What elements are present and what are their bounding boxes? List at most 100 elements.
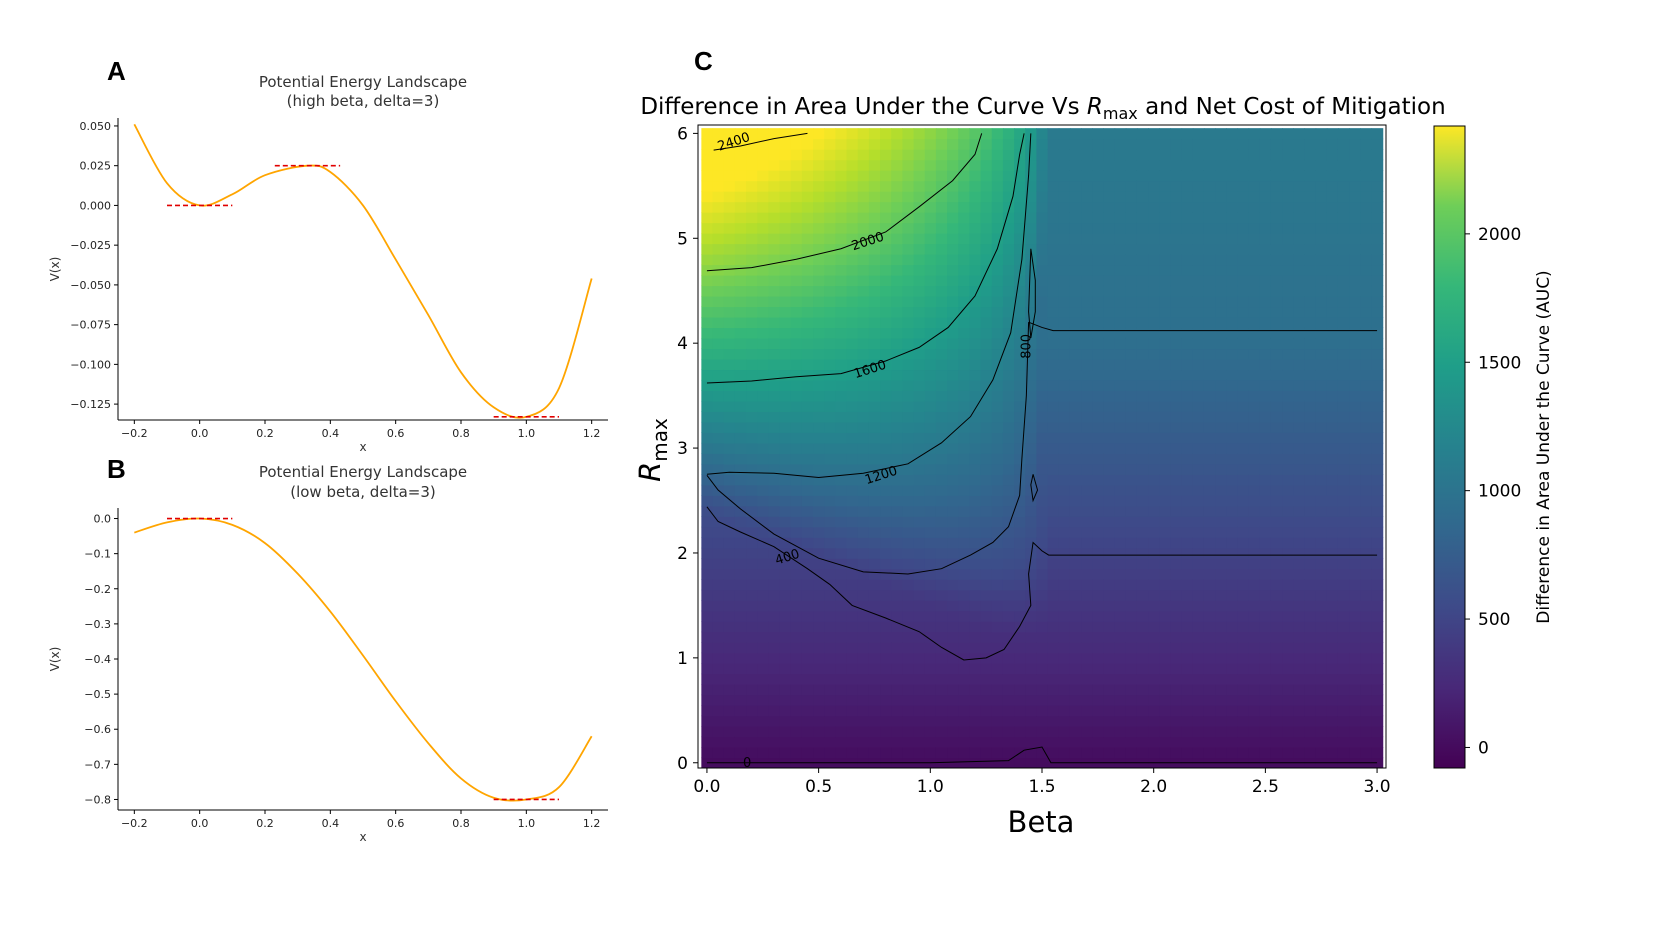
heatmap-cell (1326, 652, 1339, 664)
heatmap-cell (969, 579, 982, 591)
heatmap-cell (857, 568, 870, 580)
heatmap-cell (846, 379, 859, 391)
heatmap-cell (801, 264, 814, 276)
heatmap-cell (1014, 243, 1026, 255)
contour-line (706, 133, 983, 272)
heatmap-cell (757, 663, 769, 675)
heatmap-cell (1237, 495, 1250, 507)
heatmap-cell (835, 663, 848, 675)
heatmap-cell (1304, 128, 1317, 140)
heatmap-cell (1270, 726, 1283, 738)
heatmap-cell (746, 736, 758, 748)
heatmap-cell (835, 547, 848, 559)
heatmap-cell (734, 568, 747, 580)
heatmap-cell (723, 736, 736, 748)
heatmap-cell (1148, 400, 1160, 412)
heatmap-cell (1092, 705, 1105, 717)
heatmap-cell (1103, 379, 1116, 391)
heatmap-cell (1081, 694, 1093, 706)
heatmap-cell (1170, 642, 1183, 654)
heatmap-cell (712, 463, 725, 475)
heatmap-cell (701, 138, 714, 150)
heatmap-cell (1114, 138, 1127, 150)
heatmap-cell (746, 212, 758, 224)
heatmap-cell (868, 254, 881, 266)
heatmap-cell (1036, 757, 1049, 768)
heatmap-cell (1293, 474, 1306, 486)
heatmap-cell (1136, 631, 1149, 643)
heatmap-cell (1282, 212, 1294, 224)
heatmap-cell (1315, 358, 1328, 371)
heatmap-cell (1326, 421, 1339, 433)
heatmap-cell (813, 254, 825, 266)
heatmap-cell (1259, 726, 1272, 738)
y-tick-label: 5 (677, 229, 688, 249)
heatmap-cell (935, 673, 948, 685)
heatmap-cell (1282, 400, 1294, 412)
heatmap-cell (880, 264, 892, 276)
heatmap-cell (958, 495, 971, 507)
heatmap-cell (1002, 233, 1015, 245)
heatmap-cell (1114, 610, 1127, 622)
heatmap-cell (1360, 149, 1373, 161)
heatmap-cell (1025, 369, 1038, 381)
heatmap-cell (1014, 400, 1026, 412)
heatmap-cell (991, 295, 1004, 308)
heatmap-cell (746, 621, 758, 633)
heatmap-cell (1349, 589, 1361, 601)
heatmap-cell (947, 128, 959, 140)
heatmap-cell (746, 495, 758, 507)
chart-c-title-symbol: R (1087, 94, 1103, 120)
heatmap-cell (947, 694, 959, 706)
heatmap-cell (868, 579, 881, 591)
heatmap-cell (1148, 180, 1160, 192)
heatmap-cell (924, 484, 937, 496)
heatmap-cell (902, 128, 915, 140)
heatmap-cell (958, 369, 971, 381)
heatmap-cell (1371, 222, 1384, 234)
heatmap-cell (757, 243, 769, 255)
heatmap-cell (924, 516, 937, 528)
heatmap-cell (1337, 180, 1350, 192)
heatmap-cell (947, 191, 959, 203)
heatmap-cell (1036, 537, 1049, 549)
heatmap-cell (1069, 736, 1082, 748)
heatmap-cell (880, 705, 892, 717)
heatmap-cell (935, 652, 948, 664)
heatmap-cell (1136, 495, 1149, 507)
heatmap-cell (1159, 736, 1172, 748)
heatmap-cell (1014, 348, 1026, 360)
heatmap-cell (1293, 505, 1306, 517)
heatmap-cell (1136, 285, 1149, 297)
heatmap-cell (712, 747, 725, 759)
heatmap-cell (868, 631, 881, 643)
heatmap-cell (935, 411, 948, 423)
heatmap-cell (779, 400, 792, 412)
heatmap-cell (1092, 610, 1105, 622)
heatmap-cell (935, 694, 948, 706)
heatmap-cell (857, 684, 870, 696)
heatmap-cell (868, 421, 881, 433)
heatmap-cell (947, 432, 959, 444)
heatmap-cell (857, 348, 870, 360)
heatmap-cell (1025, 579, 1038, 591)
heatmap-cell (835, 285, 848, 297)
heatmap-cell (1103, 390, 1116, 402)
heatmap-cell (757, 442, 769, 454)
x-tick-label: 0.8 (452, 427, 470, 440)
heatmap-cell (857, 642, 870, 654)
heatmap-cell (980, 274, 993, 287)
heatmap-cell (1036, 369, 1049, 381)
heatmap-cell (1002, 558, 1015, 570)
heatmap-cell (779, 128, 792, 140)
heatmap-cell (1047, 684, 1060, 696)
heatmap-cell (1125, 484, 1138, 496)
y-tick-label: −0.8 (84, 793, 111, 806)
heatmap-cell (1282, 316, 1294, 329)
heatmap-cell (1282, 600, 1294, 612)
heatmap-cell (1159, 411, 1172, 423)
heatmap-cell (1159, 348, 1172, 360)
heatmap-cell (958, 243, 971, 255)
heatmap-cell (1315, 274, 1328, 287)
heatmap-cell (813, 610, 825, 622)
